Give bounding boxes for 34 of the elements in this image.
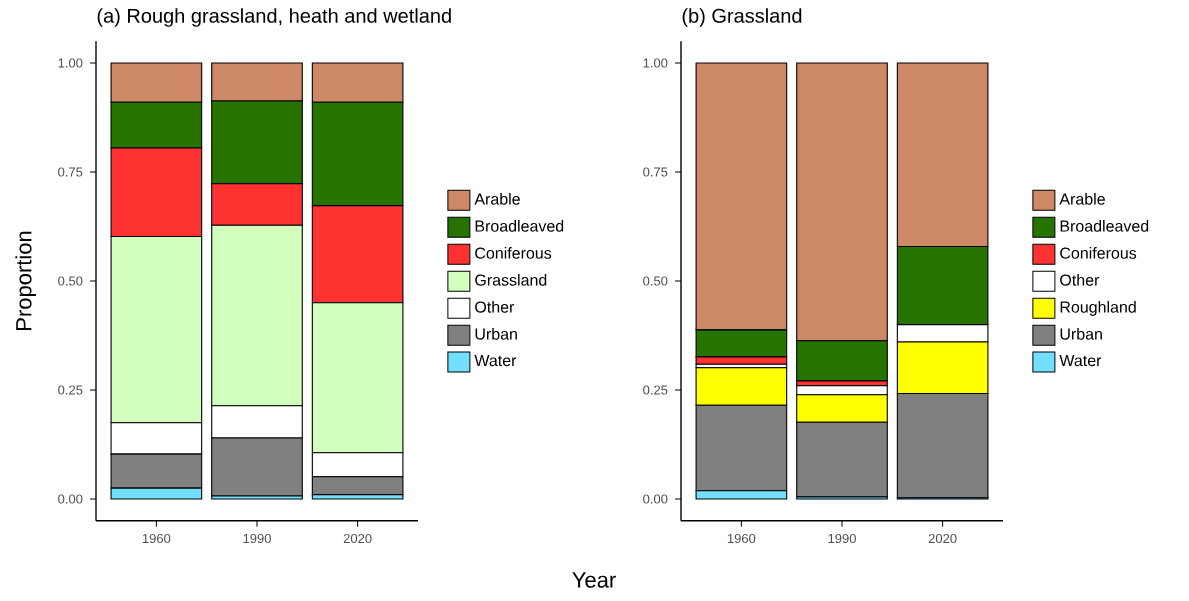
- y-tick-label: 1.00: [643, 58, 668, 68]
- legend-label: Roughland: [1060, 300, 1136, 316]
- legend-label: Broadleaved: [475, 220, 564, 232]
- y-tick-label: 0.25: [643, 385, 668, 395]
- legend-label: Other: [1060, 273, 1100, 286]
- y-tick-label: 0.00: [58, 494, 83, 504]
- x-axis-title: Year: [572, 572, 616, 588]
- legend-label: Broadleaved: [1060, 220, 1149, 232]
- legend-label: Arable: [1059, 193, 1105, 205]
- legend-label: Grassland: [475, 273, 547, 286]
- legend-label: Coniferous: [1060, 247, 1137, 259]
- legend-label: Water: [1059, 354, 1102, 367]
- y-tick-label: 0.50: [58, 276, 83, 286]
- x-tick-label: 1990: [243, 533, 271, 544]
- legend-label: Arable: [474, 193, 520, 205]
- x-tick-label: 2020: [343, 533, 372, 544]
- x-tick-label: 1960: [727, 533, 756, 544]
- x-tick-label: 1960: [142, 533, 171, 544]
- legend-label: Other: [475, 300, 515, 313]
- x-tick-label: 1990: [828, 533, 856, 544]
- chart-title: (b) Grassland: [682, 8, 802, 27]
- legend-label: Coniferous: [475, 247, 552, 259]
- y-tick-label: 0.00: [643, 494, 668, 504]
- y-tick-label: 0.75: [643, 167, 668, 177]
- legend-label: Urban: [475, 327, 517, 340]
- legend-label: Urban: [1060, 327, 1102, 340]
- y-tick-label: 0.25: [58, 385, 83, 395]
- y-tick-label: 0.50: [643, 276, 668, 286]
- y-tick-label: 1.00: [58, 58, 83, 68]
- chart-title: (a) Rough grassland, heath and wetland: [97, 8, 451, 27]
- y-tick-label: 0.75: [58, 167, 83, 177]
- legend-label: Water: [474, 354, 517, 367]
- y-axis-title: Proportion: [15, 231, 36, 330]
- x-tick-label: 2020: [928, 533, 957, 544]
